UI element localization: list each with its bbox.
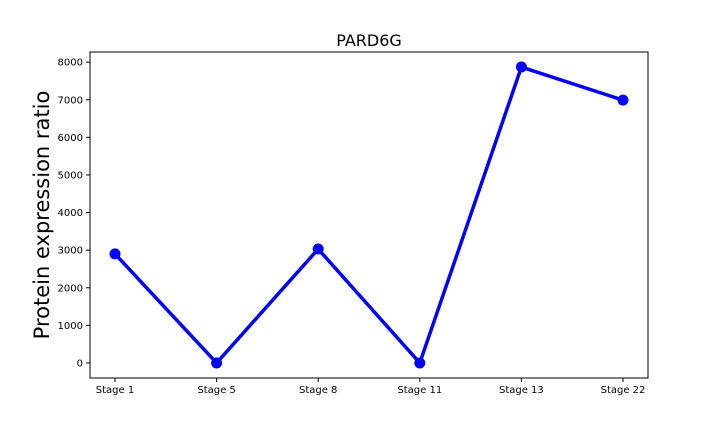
x-tick-label: Stage 13	[499, 385, 544, 396]
data-point	[312, 243, 324, 255]
x-tick-label: Stage 1	[96, 385, 134, 396]
x-tick-label: Stage 8	[299, 385, 337, 396]
plot-frame	[89, 51, 649, 379]
y-tick-label: 3000	[58, 246, 83, 257]
y-axis-ticks: 0 1000 2000 3000 4000 5000 6000 7000 8000	[58, 58, 90, 369]
data-point	[617, 94, 629, 106]
x-axis-ticks: Stage 1 Stage 5 Stage 8 Stage 11 Stage 13 Sta…	[96, 378, 646, 396]
x-tick-label: Stage 22	[601, 385, 646, 396]
chart-title: PARD6G	[336, 31, 402, 50]
data-point	[211, 357, 223, 369]
y-tick-label: 8000	[58, 58, 83, 69]
data-point	[515, 61, 527, 73]
y-tick-label: 4000	[58, 208, 83, 219]
y-tick-label: 6000	[58, 133, 83, 144]
y-tick-label: 5000	[58, 170, 83, 181]
y-tick-label: 0	[77, 358, 83, 369]
x-tick-label: Stage 5	[197, 385, 235, 396]
y-axis-label: Protein expression ratio	[30, 91, 54, 340]
series-layer	[109, 61, 629, 369]
series-line	[113, 65, 624, 365]
y-tick-label: 7000	[58, 95, 83, 106]
x-tick-label: Stage 11	[397, 385, 442, 396]
data-point	[414, 357, 426, 369]
data-point	[109, 248, 121, 260]
y-tick-label: 1000	[58, 321, 83, 332]
y-tick-label: 2000	[58, 283, 83, 294]
